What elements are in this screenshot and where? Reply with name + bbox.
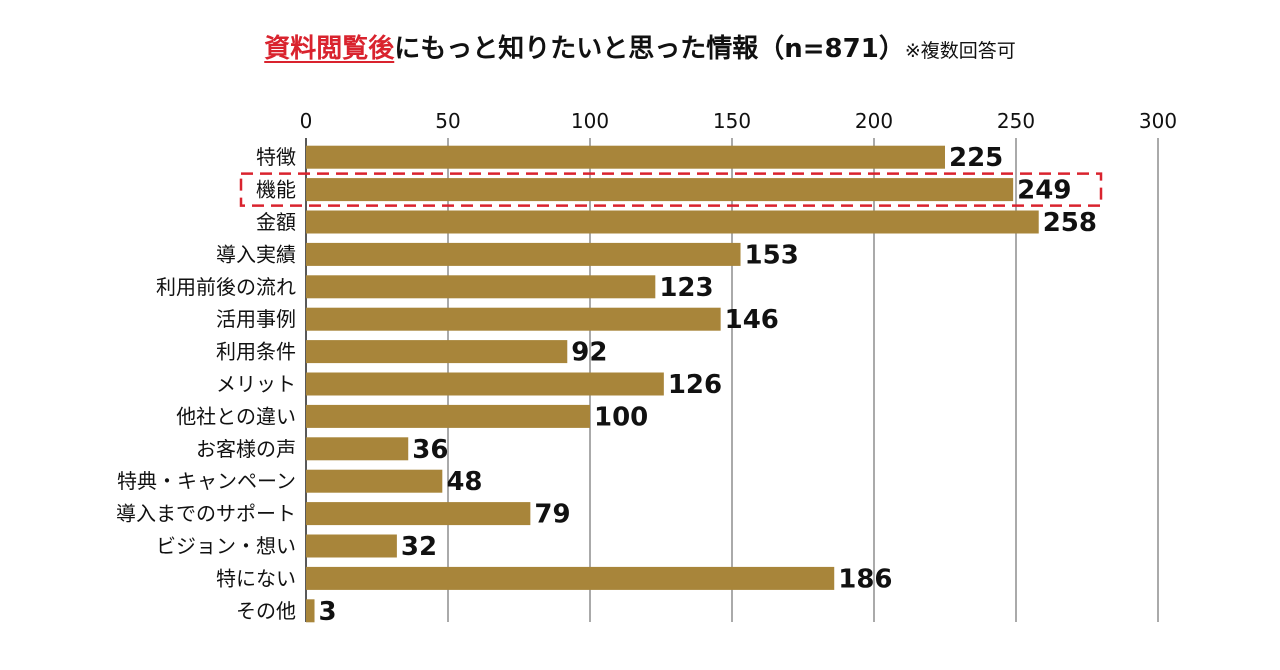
highlight-dashed-box: [239, 172, 1103, 207]
category-label: 特にない: [216, 566, 296, 590]
category-label: その他: [236, 599, 296, 623]
bar: [306, 469, 443, 493]
bar: [306, 599, 315, 623]
x-tick-label: 150: [713, 109, 751, 133]
bar: [306, 340, 568, 364]
category-label: ビジョン・想い: [156, 534, 296, 558]
category-label: 活用事例: [216, 307, 296, 331]
x-tick-label: 250: [997, 109, 1035, 133]
bars: [306, 145, 1039, 623]
bar: [306, 404, 590, 428]
x-tick-label: 200: [855, 109, 893, 133]
bar: [306, 372, 664, 396]
value-label: 153: [745, 240, 799, 270]
category-label: 利用前後の流れ: [156, 275, 296, 299]
bar: [306, 566, 835, 590]
category-label: 金額: [256, 210, 296, 234]
value-label: 32: [401, 532, 437, 562]
value-label: 79: [534, 500, 570, 530]
value-label: 146: [725, 305, 779, 335]
value-label: 249: [1017, 176, 1071, 206]
category-label: 機能: [256, 178, 296, 202]
category-label: 導入までのサポート: [116, 502, 296, 526]
value-label: 3: [319, 597, 337, 627]
category-label: 導入実績: [216, 242, 296, 266]
category-labels: 特徴機能金額導入実績利用前後の流れ活用事例利用条件メリット他社との違いお客様の声…: [116, 145, 296, 623]
bar: [306, 307, 721, 331]
x-tick-label: 300: [1139, 109, 1177, 133]
category-label: 利用条件: [216, 340, 296, 364]
bar: [306, 145, 945, 169]
bar: [306, 242, 741, 266]
category-label: メリット: [216, 372, 296, 396]
value-label: 225: [949, 143, 1003, 173]
bar: [306, 178, 1014, 202]
chart-title-note: ※複数回答可: [904, 40, 1016, 62]
chart-title-highlight: 資料閲覧後: [264, 34, 395, 64]
highlight-box: [239, 172, 1103, 207]
x-tick-label: 50: [435, 109, 460, 133]
x-axis-ticks: 0 50 100 150 200 250 300: [300, 109, 1177, 133]
value-label: 36: [412, 435, 448, 465]
bar: [306, 275, 656, 299]
category-label: お客様の声: [196, 437, 296, 461]
bar: [306, 534, 397, 558]
value-label: 126: [668, 370, 722, 400]
bar: [306, 437, 409, 461]
value-label: 92: [571, 338, 607, 368]
category-label: 特徴: [256, 145, 296, 169]
x-tick-label: 0: [300, 109, 313, 133]
bar: [306, 210, 1039, 234]
value-label: 258: [1043, 208, 1097, 238]
bar: [306, 502, 531, 526]
value-label: 186: [838, 564, 892, 594]
value-label: 48: [446, 467, 482, 497]
category-label: 特典・キャンペーン: [117, 469, 296, 493]
value-label: 100: [594, 402, 648, 432]
category-label: 他社との違い: [176, 404, 296, 428]
chart-title-main: にもっと知りたいと思った情報（n=871）: [394, 34, 905, 64]
x-tick-label: 100: [571, 109, 609, 133]
chart-title: 資料閲覧後にもっと知りたいと思った情報（n=871）※複数回答可: [0, 28, 1280, 65]
value-label: 123: [659, 273, 713, 303]
